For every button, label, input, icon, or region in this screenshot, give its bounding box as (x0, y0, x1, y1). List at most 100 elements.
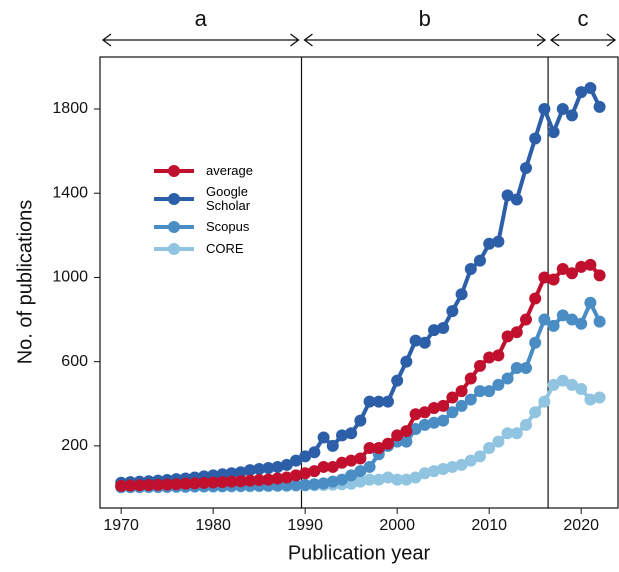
data-point (593, 315, 606, 328)
data-point (455, 385, 468, 398)
data-point (308, 478, 321, 491)
data-point (492, 435, 505, 448)
legend-item: Google Scholar (152, 185, 256, 213)
data-point (529, 132, 542, 145)
data-point (510, 193, 523, 206)
data-point (455, 288, 468, 301)
data-point (556, 263, 569, 276)
data-point (188, 477, 201, 490)
data-point (391, 429, 404, 442)
legend-label: CORE (206, 241, 244, 256)
data-point (372, 441, 385, 454)
legend-label: Google Scholar (206, 184, 251, 213)
data-point (538, 103, 551, 116)
data-point (308, 446, 321, 459)
data-point (483, 385, 496, 398)
data-point (409, 423, 422, 436)
data-point (556, 103, 569, 116)
data-point (519, 418, 532, 431)
data-point (326, 475, 339, 488)
data-point (593, 100, 606, 113)
data-point (427, 416, 440, 429)
y-tick-label: 1800 (52, 100, 88, 117)
data-point (483, 237, 496, 250)
data-point (464, 372, 477, 385)
data-point (510, 361, 523, 374)
data-point (418, 467, 431, 480)
data-point (584, 258, 597, 271)
legend-swatch (154, 221, 194, 233)
legend-label: average (206, 163, 253, 178)
data-point (455, 399, 468, 412)
data-point (519, 361, 532, 374)
data-point (289, 479, 302, 492)
data-point (446, 406, 459, 419)
region-arrow (101, 33, 300, 47)
data-point (345, 469, 358, 482)
data-point (216, 476, 229, 489)
data-point (317, 431, 330, 444)
data-point (501, 330, 514, 343)
data-point (547, 273, 560, 286)
region-label: a (195, 6, 208, 31)
data-point (197, 476, 210, 489)
plot-frame (99, 56, 619, 509)
data-point (584, 81, 597, 94)
data-point (243, 464, 256, 477)
data-point (234, 466, 247, 479)
data-point (446, 305, 459, 318)
data-point (354, 414, 367, 427)
data-point (529, 292, 542, 305)
data-point (363, 395, 376, 408)
data-point (492, 235, 505, 248)
x-tick-label: 1980 (195, 517, 231, 534)
data-point (317, 477, 330, 490)
data-point (455, 458, 468, 471)
y-tick-label: 1400 (52, 184, 88, 201)
region-label: b (419, 6, 431, 31)
data-point (225, 467, 238, 480)
data-point (593, 269, 606, 282)
data-point (473, 385, 486, 398)
x-axis-label: Publication year (288, 542, 431, 564)
legend-item: average (152, 163, 256, 179)
data-point (400, 435, 413, 448)
data-point (115, 479, 128, 492)
data-point (326, 439, 339, 452)
data-point (575, 317, 588, 330)
data-point (556, 309, 569, 322)
data-point (446, 391, 459, 404)
data-point (547, 378, 560, 391)
data-point (225, 475, 238, 488)
x-tick-label: 2010 (471, 517, 507, 534)
data-point (271, 460, 284, 473)
y-tick-label: 600 (61, 353, 88, 370)
data-point (464, 263, 477, 276)
data-point (418, 336, 431, 349)
data-point (547, 319, 560, 332)
data-point (161, 478, 174, 491)
data-point (253, 473, 266, 486)
data-point (501, 372, 514, 385)
data-point (519, 161, 532, 174)
data-point (473, 254, 486, 267)
data-point (354, 452, 367, 465)
data-point (501, 189, 514, 202)
data-point (427, 324, 440, 337)
data-point (345, 477, 358, 490)
data-point (289, 469, 302, 482)
x-tick-label: 2020 (563, 517, 599, 534)
data-point (464, 454, 477, 467)
data-point (262, 473, 275, 486)
region-arrow (549, 33, 617, 47)
x-tick-label: 1970 (103, 517, 139, 534)
data-point (464, 393, 477, 406)
data-point (409, 334, 422, 347)
data-point (151, 478, 164, 491)
data-point (556, 374, 569, 387)
legend-swatch (154, 193, 194, 205)
data-point (510, 427, 523, 440)
data-point (243, 474, 256, 487)
data-point (565, 109, 578, 122)
